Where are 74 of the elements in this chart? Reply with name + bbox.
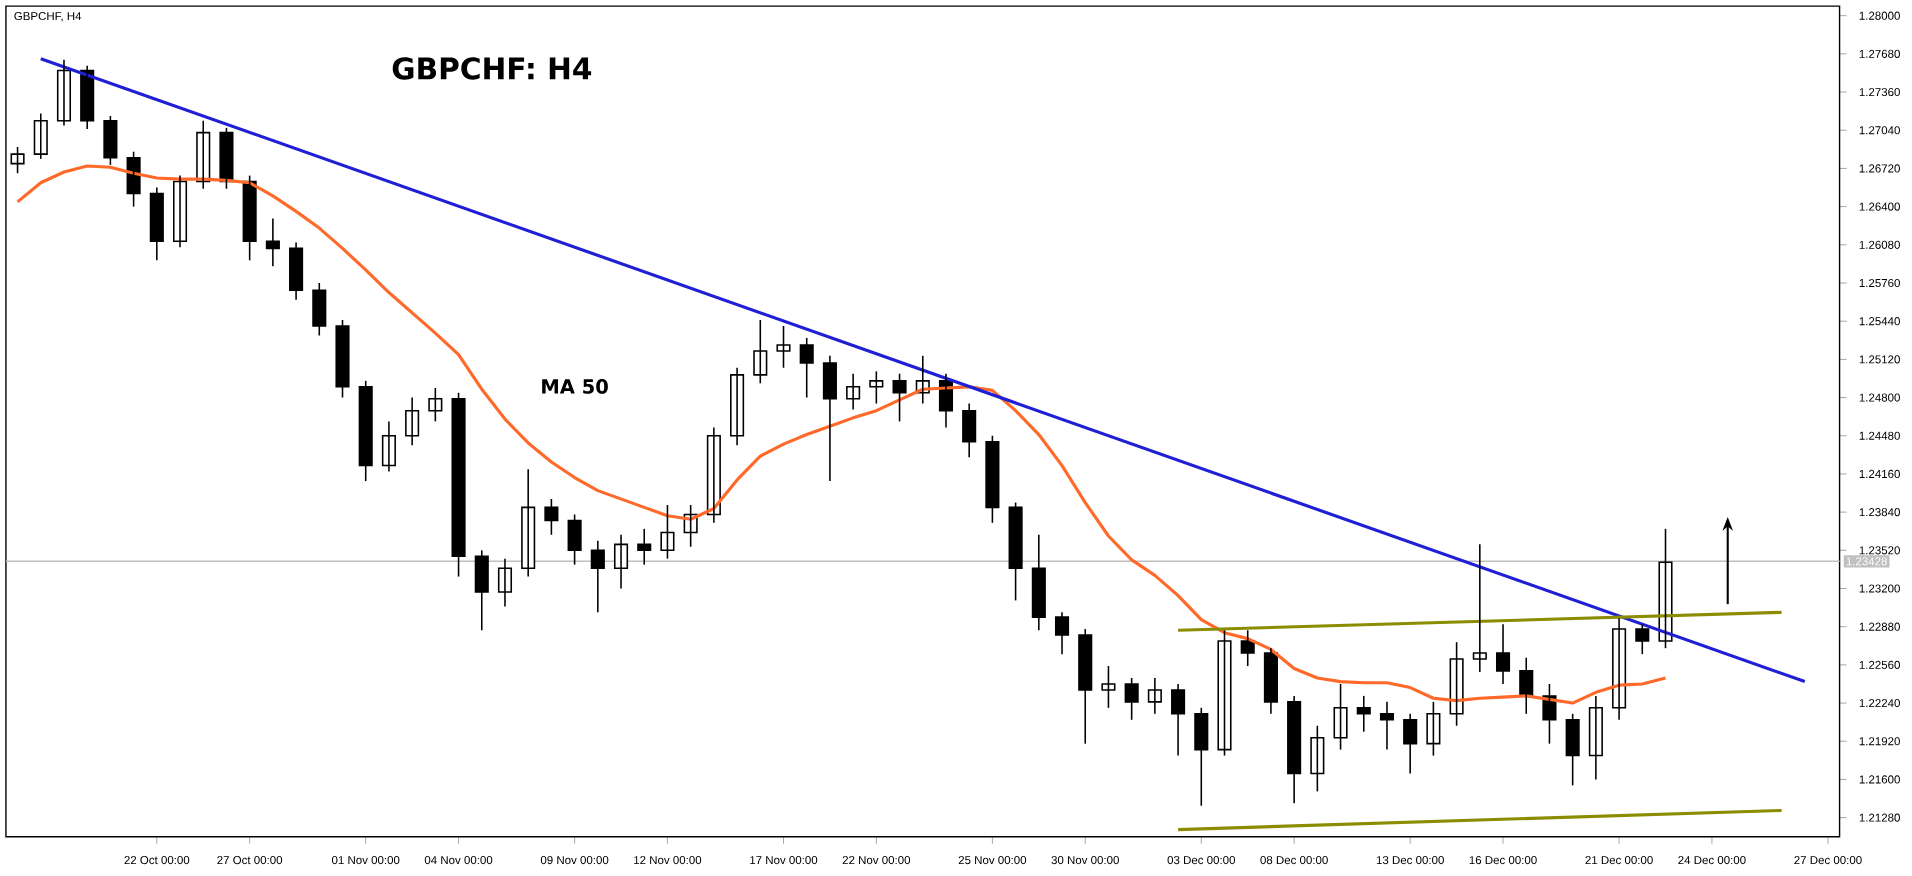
y-tick-label: 1.23200 bbox=[1859, 584, 1900, 593]
y-tick-label: 1.27680 bbox=[1859, 49, 1900, 59]
candlestick bbox=[358, 380, 373, 483]
y-tick-label: 1.23520 bbox=[1859, 546, 1900, 555]
x-tick-label: 22 Nov 00:00 bbox=[842, 856, 911, 865]
candlestick bbox=[1310, 725, 1325, 793]
candlestick bbox=[776, 325, 791, 369]
y-tick-label: 1.25760 bbox=[1859, 279, 1900, 288]
candlestick bbox=[1565, 713, 1580, 787]
y-tick-label: 1.26400 bbox=[1859, 202, 1900, 211]
y-tick-label: 1.24160 bbox=[1859, 469, 1900, 479]
x-tick-label: 22 Oct 00:00 bbox=[124, 856, 190, 865]
y-tick-label: 1.25120 bbox=[1859, 355, 1900, 364]
candlestick bbox=[1333, 683, 1348, 751]
text: MA 50 bbox=[542, 379, 608, 394]
x-tick-label: 04 Nov 00:00 bbox=[424, 856, 493, 865]
x-tick-label: 17 Nov 00:00 bbox=[750, 856, 818, 865]
candlestick bbox=[1008, 501, 1023, 602]
candlestick bbox=[1426, 701, 1441, 757]
candlestick bbox=[428, 387, 443, 423]
candlestick bbox=[892, 373, 907, 423]
x-tick-label: 01 Nov 00:00 bbox=[331, 856, 400, 865]
candlestick bbox=[985, 435, 1000, 524]
candlestick bbox=[312, 282, 327, 337]
y-tick-label: 1.27360 bbox=[1859, 88, 1900, 97]
x-tick-label: 12 Nov 00:00 bbox=[634, 856, 702, 865]
candlestick bbox=[869, 370, 884, 405]
x-tick-label: 30 Nov 00:00 bbox=[1051, 856, 1119, 865]
candlestick bbox=[335, 319, 350, 399]
y-tick-label: 1.21280 bbox=[1859, 813, 1900, 822]
candlestick bbox=[1101, 665, 1116, 709]
y-tick-label: 1.21600 bbox=[1859, 775, 1900, 784]
y-tick-label: 1.26080 bbox=[1859, 240, 1900, 249]
candlestick bbox=[660, 504, 675, 560]
x-tick-label: 24 Dec 00:00 bbox=[1678, 856, 1746, 865]
y-tick-label: 1.22560 bbox=[1859, 660, 1900, 670]
candlestick bbox=[451, 392, 466, 578]
candlestick bbox=[1194, 707, 1209, 807]
x-tick-label: 21 Dec 00:00 bbox=[1585, 856, 1653, 865]
candlestick bbox=[1217, 629, 1232, 757]
candlestick bbox=[799, 337, 814, 399]
x-tick-label: 25 Nov 00:00 bbox=[958, 856, 1027, 865]
y-tick-label: 1.22240 bbox=[1859, 699, 1900, 708]
x-tick-label: 27 Dec 00:00 bbox=[1794, 856, 1862, 865]
candlestick bbox=[10, 146, 25, 175]
candlestick bbox=[1472, 543, 1487, 673]
candlestick bbox=[1658, 528, 1673, 650]
candlestick bbox=[753, 319, 768, 385]
x-tick-label: 27 Oct 00:00 bbox=[217, 856, 283, 865]
y-tick-label: 1.24800 bbox=[1859, 393, 1900, 402]
candlestick bbox=[1379, 701, 1395, 751]
x-tick-label: 08 Dec 00:00 bbox=[1260, 856, 1328, 865]
y-tick-label: 1.21920 bbox=[1859, 737, 1900, 746]
y-tick-label: 1.27040 bbox=[1859, 126, 1900, 135]
candlestick bbox=[1542, 683, 1557, 745]
y-tick-label: 1.22880 bbox=[1859, 622, 1900, 631]
ref-line-label: 1.23428 bbox=[1846, 557, 1887, 566]
y-tick-label: 1.26720 bbox=[1859, 164, 1900, 173]
x-tick-label: 16 Dec 00:00 bbox=[1469, 856, 1537, 865]
text: GBPCHF: H4 bbox=[392, 57, 592, 80]
y-tick-label: 1.23840 bbox=[1859, 508, 1900, 517]
y-tick-label: 1.28000 bbox=[1859, 11, 1900, 20]
candlestick bbox=[1635, 623, 1650, 656]
candlestick bbox=[219, 127, 234, 190]
y-tick-label: 1.24480 bbox=[1859, 431, 1900, 440]
candlestick bbox=[1356, 695, 1371, 733]
y-tick-label: 1.25440 bbox=[1859, 317, 1900, 326]
candlestick bbox=[567, 513, 582, 566]
candlestick bbox=[1124, 677, 1139, 721]
x-tick-label: 09 Nov 00:00 bbox=[540, 856, 609, 865]
x-tick-label: 13 Dec 00:00 bbox=[1376, 856, 1444, 865]
candlestick bbox=[103, 115, 118, 166]
x-tick-label: 03 Dec 00:00 bbox=[1167, 856, 1236, 865]
chart-subtitle: GBPCHF, H4 bbox=[14, 12, 82, 22]
